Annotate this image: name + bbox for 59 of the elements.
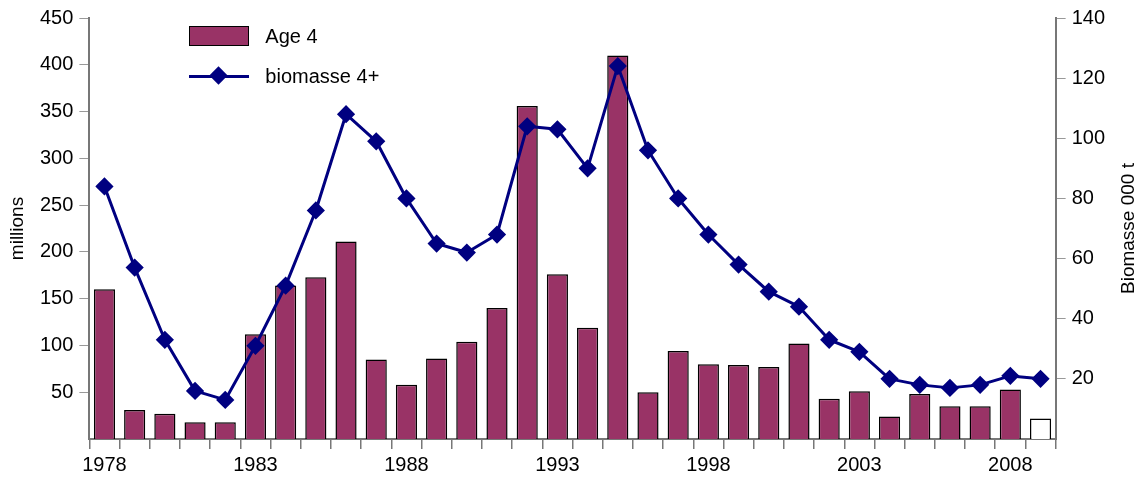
y2-tick-label: 40 — [1071, 306, 1094, 329]
y2-tick-label: 80 — [1071, 185, 1094, 208]
point — [367, 132, 385, 150]
x-tick-label: 1978 — [82, 452, 127, 475]
point — [760, 283, 778, 301]
point — [699, 226, 717, 244]
point — [518, 117, 536, 135]
y-tick-label: 150 — [39, 286, 74, 309]
y-axis-title: millions — [6, 196, 28, 261]
x-tick-label: 2008 — [988, 452, 1033, 475]
y-tick-label: 50 — [51, 379, 74, 402]
point — [488, 226, 506, 244]
point — [730, 256, 748, 274]
point — [1001, 367, 1019, 385]
point — [307, 201, 325, 219]
point — [428, 235, 446, 253]
y-tick-label: 400 — [39, 52, 74, 75]
y2-axis-title: Biomasse 000 t — [1117, 162, 1139, 294]
point — [911, 376, 929, 394]
legend-label: biomasse 4+ — [265, 64, 380, 88]
point — [397, 189, 415, 207]
point — [941, 379, 959, 397]
y2-tick-label: 140 — [1071, 5, 1106, 28]
legend-label: Age 4 — [265, 24, 318, 48]
y2-tick-label: 20 — [1071, 366, 1094, 389]
y2-tick-label: 60 — [1071, 246, 1094, 269]
point — [790, 298, 808, 316]
x-tick-label: 1993 — [535, 452, 580, 475]
point — [337, 105, 355, 123]
point — [548, 120, 566, 138]
point — [95, 177, 113, 195]
point — [579, 159, 597, 177]
point — [881, 370, 899, 388]
point — [126, 259, 144, 277]
point — [186, 382, 204, 400]
point — [458, 244, 476, 262]
point — [156, 331, 174, 349]
y-tick-label: 250 — [39, 192, 74, 215]
x-tick-label: 1983 — [233, 452, 278, 475]
x-tick-label: 1988 — [384, 452, 429, 475]
x-tick-label: 1998 — [686, 452, 731, 475]
y-tick-label: 300 — [39, 145, 74, 168]
point — [669, 189, 687, 207]
point — [216, 391, 234, 409]
point — [246, 337, 264, 355]
y-tick-label: 100 — [39, 332, 74, 355]
y-tick-label: 200 — [39, 239, 74, 262]
point — [277, 277, 295, 295]
point — [850, 343, 868, 361]
point — [820, 331, 838, 349]
point — [971, 376, 989, 394]
point — [1032, 370, 1050, 388]
point — [639, 141, 657, 159]
y-tick-label: 450 — [39, 5, 74, 28]
y-tick-label: 350 — [39, 99, 74, 122]
x-tick-label: 2003 — [837, 452, 882, 475]
y2-tick-label: 120 — [1071, 65, 1106, 88]
y2-tick-label: 100 — [1071, 125, 1106, 148]
point — [609, 57, 627, 75]
